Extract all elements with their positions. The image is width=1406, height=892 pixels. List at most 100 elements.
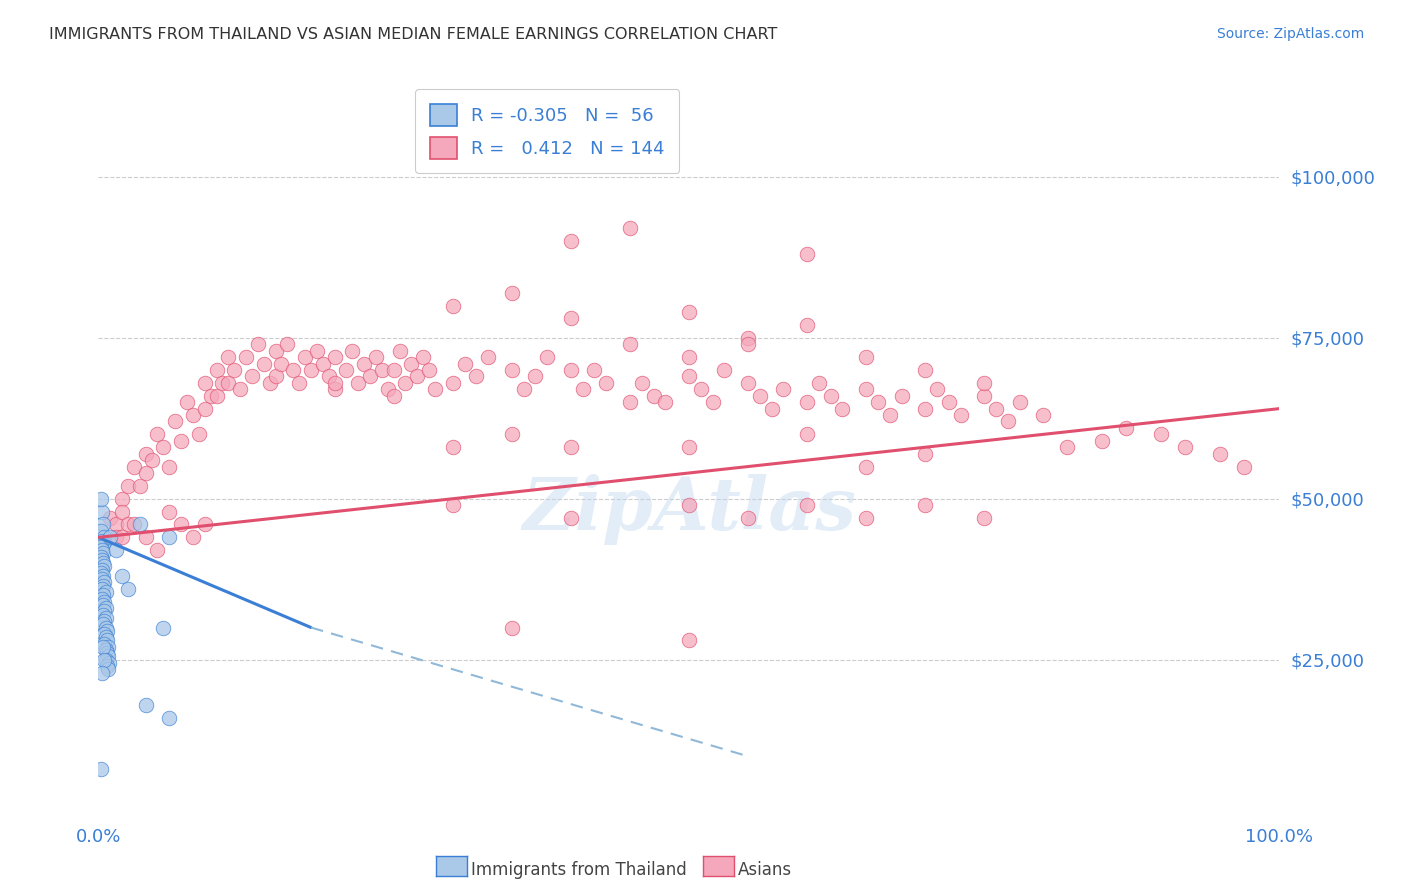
Point (914, 498, 936, 512)
Point (678, 633, 700, 648)
Point (713, 363, 735, 377)
Point (737, 337, 759, 351)
Point (94, 601, 117, 615)
Point (111, 569, 134, 583)
Point (90, 540, 112, 554)
Point (382, 389, 405, 403)
Point (135, 698, 157, 712)
Point (98, 656, 121, 670)
Point (96, 659, 118, 673)
Point (412, 350, 434, 364)
Point (737, 331, 759, 345)
Point (91, 546, 114, 560)
Point (157, 530, 180, 544)
Point (90, 549, 112, 564)
Point (91, 617, 114, 632)
Point (91, 582, 114, 596)
Point (96, 633, 118, 648)
Point (194, 376, 217, 390)
Point (91, 537, 114, 551)
Point (91, 607, 114, 622)
Text: ZipAtlas: ZipAtlas (522, 475, 856, 545)
Point (441, 440, 464, 454)
Point (1115, 421, 1137, 435)
Point (364, 350, 387, 364)
Point (796, 498, 818, 512)
Point (217, 350, 239, 364)
Point (128, 479, 150, 493)
Point (259, 376, 281, 390)
Point (560, 511, 582, 525)
Point (1032, 408, 1054, 422)
Point (831, 401, 853, 416)
Point (323, 382, 346, 396)
Point (1008, 395, 1031, 409)
Point (1091, 434, 1114, 448)
Point (96, 646, 118, 660)
Point (441, 498, 464, 512)
Point (97, 662, 120, 676)
Point (678, 350, 700, 364)
Point (276, 337, 298, 351)
Point (91, 640, 114, 654)
Point (93, 530, 115, 544)
Point (866, 395, 889, 409)
Point (377, 382, 399, 396)
Point (91, 591, 114, 606)
Point (312, 357, 335, 371)
Point (187, 427, 209, 442)
Point (406, 369, 429, 384)
Point (820, 389, 842, 403)
Point (323, 350, 346, 364)
Point (1174, 440, 1197, 454)
Point (560, 234, 582, 248)
Point (441, 376, 464, 390)
Point (165, 415, 187, 429)
Point (737, 511, 759, 525)
Point (984, 401, 1007, 416)
Point (501, 363, 523, 377)
Point (807, 376, 830, 390)
Point (524, 369, 547, 384)
Point (1209, 447, 1232, 461)
Point (536, 350, 558, 364)
Point (91, 579, 114, 593)
Point (761, 401, 783, 416)
Point (146, 427, 169, 442)
Point (176, 395, 198, 409)
Point (157, 711, 180, 725)
Point (217, 376, 239, 390)
Point (359, 369, 381, 384)
Point (98, 530, 121, 544)
Point (122, 459, 145, 474)
Point (91, 556, 114, 570)
Point (335, 363, 357, 377)
Point (441, 299, 464, 313)
Point (890, 389, 912, 403)
Point (938, 395, 960, 409)
Point (925, 382, 948, 396)
Point (91, 588, 114, 602)
Point (914, 401, 936, 416)
Point (1150, 427, 1173, 442)
Point (91, 533, 114, 548)
Point (93, 575, 115, 590)
Point (560, 440, 582, 454)
Point (973, 389, 995, 403)
Point (141, 453, 163, 467)
Point (93, 559, 115, 574)
Point (855, 459, 877, 474)
Point (97, 640, 120, 654)
Point (401, 357, 423, 371)
Point (571, 382, 593, 396)
Text: Asians: Asians (738, 861, 792, 879)
Point (264, 369, 287, 384)
Legend: R = -0.305   N =  56, R =   0.412   N = 144: R = -0.305 N = 56, R = 0.412 N = 144 (415, 89, 679, 173)
Point (111, 491, 134, 506)
Point (152, 620, 174, 634)
Point (135, 530, 157, 544)
Point (93, 595, 115, 609)
Point (619, 337, 641, 351)
Point (91, 665, 114, 680)
Point (229, 382, 252, 396)
